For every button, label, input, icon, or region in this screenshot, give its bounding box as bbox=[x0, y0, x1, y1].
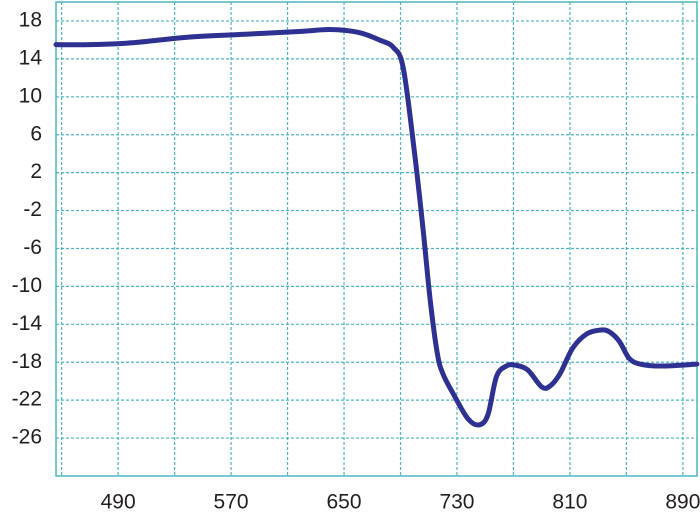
plot-frame bbox=[55, 1, 698, 477]
y-tick-label: 18 bbox=[19, 9, 42, 32]
y-tick-label: -22 bbox=[12, 388, 42, 411]
y-tick-label: 2 bbox=[30, 160, 42, 183]
x-tick-label: 730 bbox=[439, 491, 474, 514]
x-tick-label: 490 bbox=[101, 491, 136, 514]
x-tick-label: 810 bbox=[552, 491, 587, 514]
x-tick-label: 570 bbox=[214, 491, 249, 514]
y-tick-label: -6 bbox=[23, 236, 42, 259]
y-tick-label: 14 bbox=[19, 46, 43, 69]
y-tick-label: -26 bbox=[12, 426, 42, 449]
y-tick-label: -10 bbox=[12, 274, 42, 297]
x-tick-label: 890 bbox=[665, 491, 700, 514]
y-tick-label: 10 bbox=[19, 84, 42, 107]
y-tick-label: -2 bbox=[23, 198, 42, 221]
data-line bbox=[53, 26, 700, 428]
x-tick-label: 650 bbox=[327, 491, 362, 514]
y-tick-label: 6 bbox=[30, 122, 42, 145]
y-tick-label: -18 bbox=[12, 350, 42, 373]
y-tick-label: -14 bbox=[12, 312, 43, 335]
